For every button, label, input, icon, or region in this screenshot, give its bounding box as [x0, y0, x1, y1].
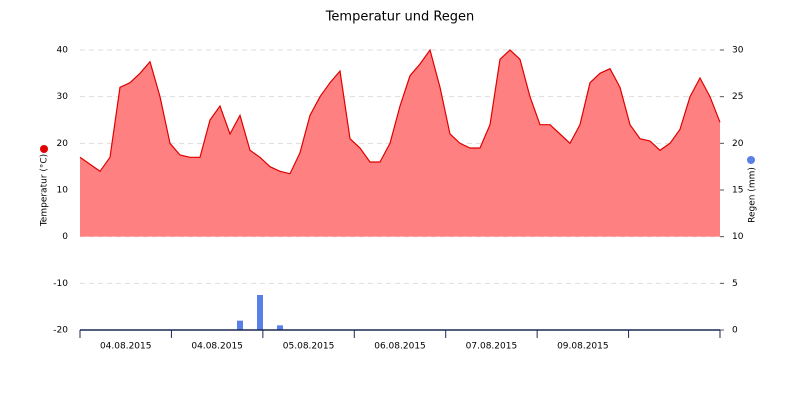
x-tick-label: 05.08.2015 [283, 342, 335, 352]
chart-title: Temperatur und Regen [325, 10, 475, 25]
y-tick-label: 10 [57, 186, 69, 196]
temperature-line [79, 48, 721, 175]
y-axis-label: Temperatur (°C) [40, 154, 50, 227]
rain-bar [237, 320, 243, 330]
y2-tick-label: 0 [732, 326, 738, 336]
y2-tick-label: 15 [732, 186, 743, 196]
y2-tick-label: 30 [732, 46, 744, 56]
y2-tick-label: 25 [732, 92, 743, 102]
x-tick-label: 09.08.2015 [557, 342, 609, 352]
y-tick-label: 0 [62, 232, 68, 242]
rain-bar [257, 295, 263, 330]
y2-tick-label: 10 [732, 232, 744, 242]
temperature-area [80, 50, 720, 237]
y2-tick-label: 20 [732, 139, 744, 149]
x-tick-label: 06.08.2015 [374, 342, 426, 352]
rain-bar [277, 325, 283, 330]
y-tick-label: 20 [57, 139, 69, 149]
x-tick-label: 04.08.2015 [191, 342, 243, 352]
x-tick-label: 07.08.2015 [466, 342, 518, 352]
y-tick-label: -10 [53, 279, 68, 289]
y-axis-marker [40, 145, 48, 153]
y2-tick-label: 5 [732, 279, 738, 289]
y-tick-label: -20 [53, 326, 68, 336]
y-tick-label: 40 [57, 46, 69, 56]
y2-axis-label: Regen (mm) [748, 167, 758, 223]
y2-axis-marker [747, 156, 755, 164]
y-tick-label: 30 [57, 92, 69, 102]
x-tick-label: 04.08.2015 [100, 342, 152, 352]
